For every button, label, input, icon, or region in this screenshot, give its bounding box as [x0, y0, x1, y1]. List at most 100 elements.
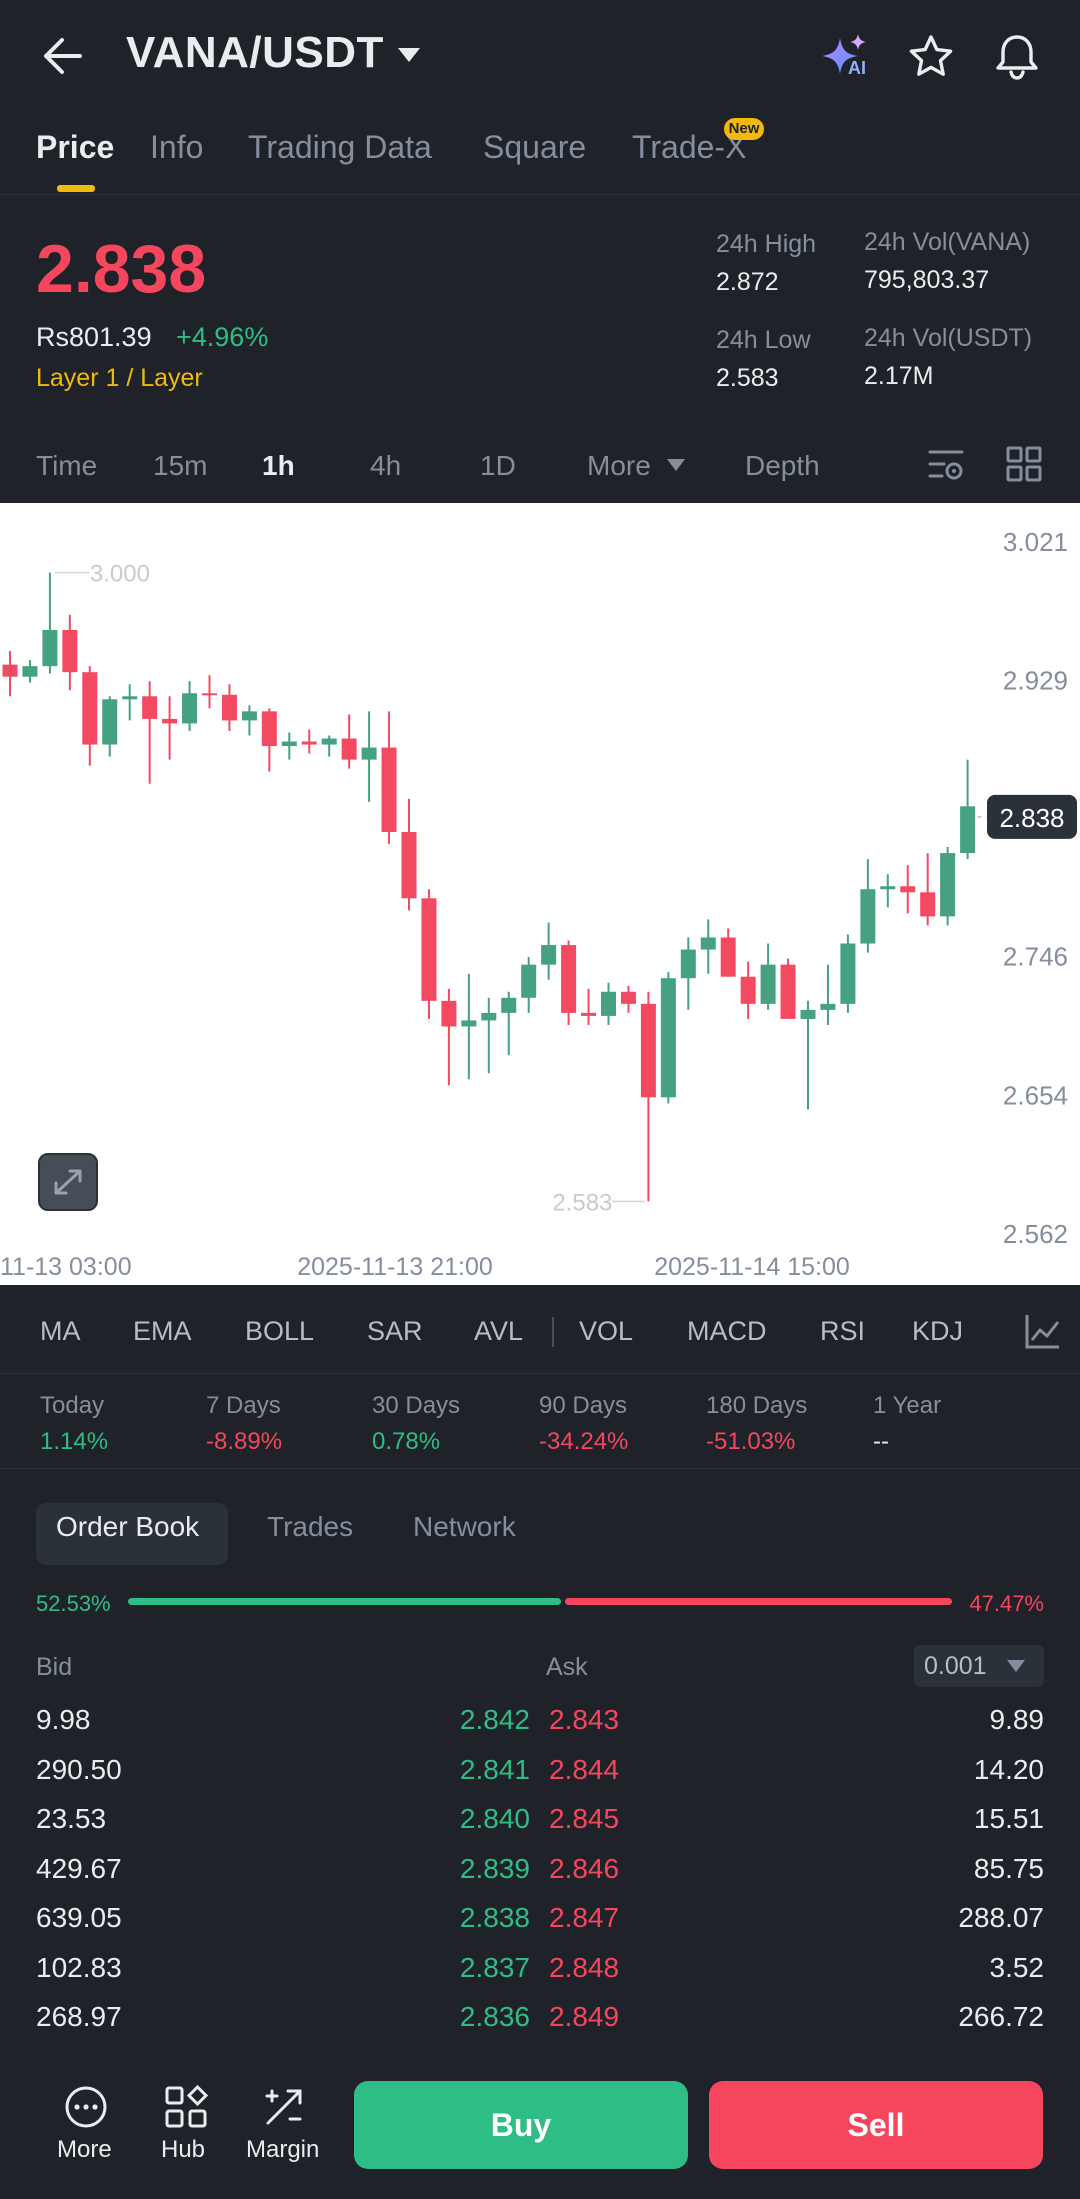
- interval-depth[interactable]: Depth: [745, 450, 820, 481]
- tab-info[interactable]: Info: [150, 129, 204, 165]
- indicator-ema[interactable]: EMA: [133, 1316, 192, 1346]
- ask-px: 2.845: [549, 1803, 620, 1834]
- category-tag[interactable]: Layer 1 / Layer: [36, 364, 203, 392]
- interval-1d[interactable]: 1D: [480, 450, 516, 481]
- more-label[interactable]: More: [57, 2136, 112, 2163]
- y-tick-label: 2.562: [1003, 1219, 1068, 1249]
- bid-px: 2.839: [459, 1852, 530, 1884]
- candle-body: [281, 741, 297, 747]
- grid-layout-icon[interactable]: [1006, 446, 1042, 482]
- order-book-row[interactable]: 639.05 2.838 2.847 288.07: [0, 1894, 1080, 1942]
- pair-title[interactable]: VANA/USDT: [126, 28, 384, 77]
- tab-price[interactable]: Price: [36, 129, 115, 165]
- sell-button[interactable]: Sell: [709, 2081, 1043, 2169]
- tab-trading-data[interactable]: Trading Data: [248, 129, 432, 165]
- indicator-macd[interactable]: MACD: [687, 1316, 767, 1346]
- ai-sparkle-icon[interactable]: [820, 32, 872, 82]
- bid-ratio-bar: [128, 1598, 561, 1605]
- interval-4h[interactable]: 4h: [370, 450, 402, 481]
- order-book-row[interactable]: 23.53 2.840 2.845 15.51: [0, 1795, 1080, 1843]
- order-book-row[interactable]: 268.97 2.836 2.849 266.72: [0, 1993, 1080, 2041]
- margin-icon[interactable]: [262, 2085, 306, 2129]
- candle-body: [2, 664, 18, 677]
- candle-body: [381, 747, 397, 832]
- tab-trades[interactable]: Trades: [267, 1511, 354, 1542]
- candle-body: [62, 629, 78, 673]
- candlestick-chart[interactable]: 3.021 2.929 2.838 2.746 2.654 2.562 11-13 03:0…: [0, 503, 1080, 1285]
- candle-body: [221, 694, 237, 721]
- candle-body: [740, 976, 756, 1004]
- chart-settings-icon[interactable]: [926, 446, 966, 484]
- indicator-sar[interactable]: SAR: [367, 1316, 423, 1346]
- more-icon[interactable]: [64, 2085, 108, 2129]
- hub-icon[interactable]: [164, 2085, 208, 2129]
- high-marker-label: 3.000: [90, 561, 150, 588]
- indicator-kdj[interactable]: KDJ: [912, 1316, 964, 1346]
- fiat-price: Rs801.39: [36, 322, 152, 352]
- indicator-vol[interactable]: VOL: [579, 1316, 634, 1346]
- perf-label: Today: [40, 1392, 105, 1419]
- candle-body: [461, 1020, 477, 1027]
- chart-canvas[interactable]: 3.021 2.929 2.838 2.746 2.654 2.562 11-13 03:0…: [0, 503, 1080, 1285]
- bid-qty: 268.97: [36, 2001, 122, 2032]
- ask-qty: 15.51: [973, 1803, 1044, 1834]
- indicator-ma[interactable]: MA: [40, 1316, 81, 1346]
- last-price-tag: [987, 794, 1077, 839]
- perf-label: 1 Year: [873, 1392, 942, 1419]
- candle-body: [42, 629, 58, 667]
- active-tab-indicator: [57, 185, 95, 192]
- order-book-row[interactable]: 9.98 2.842 2.843 9.89: [0, 1696, 1080, 1744]
- candle-body: [182, 693, 198, 724]
- interval-more[interactable]: More: [587, 450, 651, 481]
- interval-1h[interactable]: 1h: [262, 450, 295, 481]
- x-tick-label: 2025-11-13 21:00: [297, 1253, 493, 1281]
- hub-label[interactable]: Hub: [161, 2136, 206, 2163]
- bid-qty: 9.98: [36, 1704, 91, 1735]
- candle-body: [441, 1000, 457, 1027]
- caret-down-icon[interactable]: [396, 46, 422, 64]
- perf-value: -51.03%: [706, 1428, 796, 1455]
- x-tick-label: 11-13 03:00: [0, 1253, 132, 1281]
- y-tick-label: 2.929: [1003, 666, 1068, 696]
- last-price: 2.838: [36, 231, 207, 307]
- indicator-rsi[interactable]: RSI: [820, 1316, 866, 1346]
- tab-order-book[interactable]: Order Book: [56, 1511, 200, 1542]
- candle-body: [202, 693, 217, 696]
- candle-body: [261, 711, 277, 747]
- order-book-row[interactable]: 290.50 2.841 2.844 14.20: [0, 1746, 1080, 1794]
- bid-qty: 290.50: [36, 1753, 122, 1785]
- fullscreen-button[interactable]: [38, 1153, 98, 1211]
- candle-body: [800, 1009, 816, 1019]
- candle-body: [960, 806, 976, 854]
- perf-value: --: [873, 1428, 889, 1455]
- candle-body: [720, 937, 736, 977]
- candle-body: [700, 937, 716, 950]
- high-label: 24h High: [716, 230, 817, 258]
- candle-body: [122, 696, 138, 700]
- ask-qty: 288.07: [958, 1902, 1044, 1933]
- order-book-row[interactable]: 102.83 2.837 2.848 3.52: [0, 1944, 1080, 1992]
- back-arrow-icon[interactable]: [40, 36, 84, 76]
- order-book-row[interactable]: 429.67 2.839 2.846 85.75: [0, 1845, 1080, 1893]
- precision-caret-icon: [1007, 1660, 1025, 1672]
- precision-select[interactable]: 0.001: [914, 1645, 1044, 1687]
- tab-square[interactable]: Square: [483, 129, 587, 165]
- interval-time[interactable]: Time: [36, 450, 98, 481]
- candle-body: [620, 991, 636, 1004]
- interval-15m[interactable]: 15m: [153, 450, 208, 481]
- star-icon[interactable]: [908, 34, 954, 78]
- indicator-boll[interactable]: BOLL: [245, 1316, 315, 1346]
- candle-body: [481, 1012, 497, 1021]
- buy-button[interactable]: Buy: [354, 2081, 688, 2169]
- active-ob-tab-bg: [36, 1503, 228, 1565]
- indicator-settings-icon[interactable]: [1024, 1312, 1062, 1350]
- candle-body: [920, 892, 936, 917]
- y-tick-label: 2.746: [1003, 942, 1068, 972]
- ask-qty: 14.20: [973, 1753, 1044, 1785]
- indicator-avl[interactable]: AVL: [474, 1316, 524, 1346]
- perf-label: 180 Days: [706, 1392, 808, 1419]
- bell-icon[interactable]: [994, 32, 1040, 80]
- tab-network[interactable]: Network: [413, 1511, 516, 1542]
- margin-label[interactable]: Margin: [246, 2136, 320, 2163]
- bid-px: 2.838: [459, 1902, 530, 1933]
